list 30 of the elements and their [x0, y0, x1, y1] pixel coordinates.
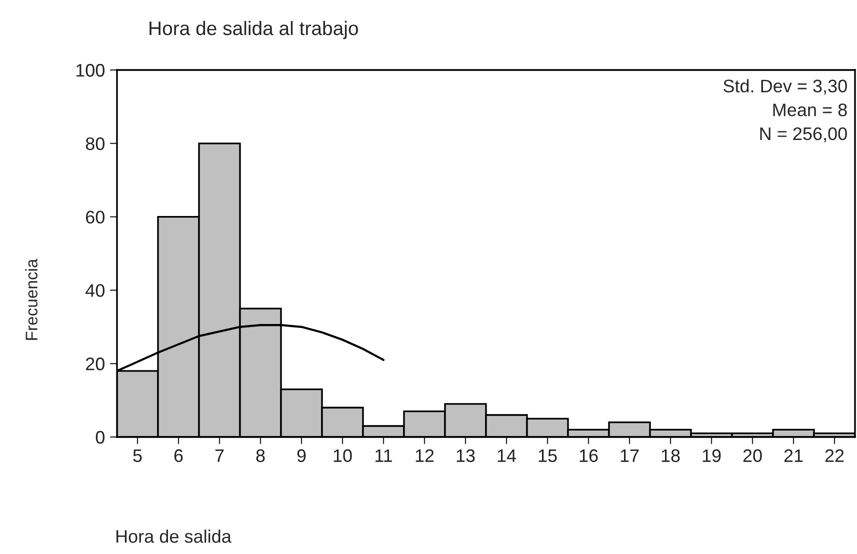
x-tick-label: 17: [620, 449, 639, 462]
y-tick-label: 80: [86, 137, 104, 150]
x-tick-label: 12: [416, 449, 434, 462]
y-tick-label: 100: [76, 64, 104, 77]
x-tick-label: 15: [538, 449, 557, 462]
x-tick-label: 19: [702, 449, 721, 462]
y-tick-label: 40: [86, 284, 104, 297]
x-tick-label: 22: [825, 449, 844, 462]
y-tick-label: 0: [96, 430, 104, 444]
annotation: N = 256,00: [760, 127, 847, 142]
x-tick-label: 14: [498, 449, 516, 462]
x-tick-label: 18: [662, 449, 680, 462]
x-axis-title: Hora de salida: [116, 530, 232, 543]
x-tick-label: 10: [334, 449, 352, 462]
x-tick-label: 16: [580, 449, 598, 462]
x-tick-label: 21: [784, 449, 803, 462]
x-tick-label: 6: [174, 449, 183, 462]
x-tick-label: 20: [743, 449, 762, 462]
annotation: Std. Dev = 3,30: [723, 79, 847, 95]
x-tick-label: 7: [215, 449, 224, 462]
x-tick-label: 9: [297, 449, 306, 462]
annotation: Mean = 8: [773, 104, 847, 116]
y-tick-label: 60: [86, 210, 104, 224]
x-tick-label: 13: [456, 449, 475, 462]
x-tick-label: 5: [133, 449, 142, 462]
x-tick-label: 8: [256, 449, 265, 462]
chart-title: Hora de salida al trabajo: [150, 20, 358, 40]
y-axis-title: Frecuencia: [25, 258, 38, 340]
y-tick-label: 20: [86, 358, 104, 370]
x-tick-label: 11: [376, 449, 392, 462]
